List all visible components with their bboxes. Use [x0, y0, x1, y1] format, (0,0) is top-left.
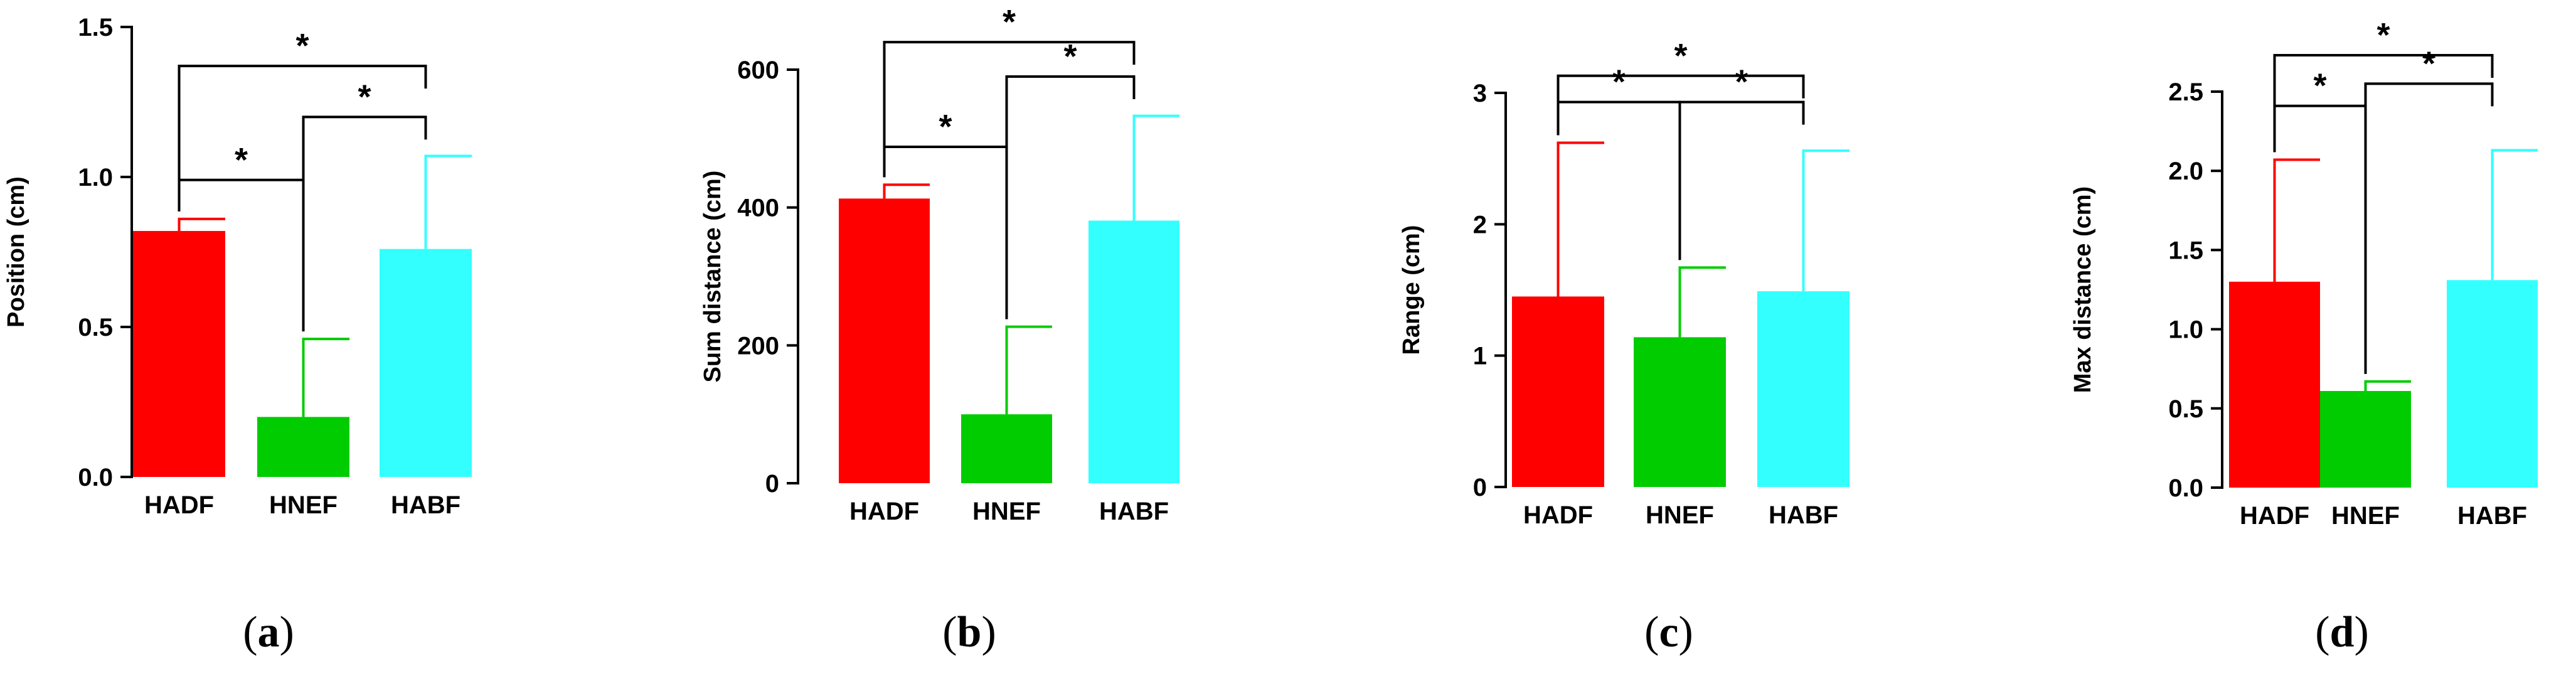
significance-bracket [2273, 53, 2494, 152]
y-tick-label: 600 [737, 56, 779, 84]
y-tick-label: 1.0 [2168, 316, 2203, 344]
y-tick-label: 2 [1473, 211, 1487, 238]
x-category-label: HABF [1099, 498, 1169, 525]
significance-bracket [883, 146, 1008, 178]
significance-star: * [1612, 63, 1626, 101]
x-category-label: HNEF [1646, 501, 1714, 529]
x-category-label: HADF [1523, 501, 1593, 529]
significance-star: * [1674, 37, 1687, 75]
x-category-label: HNEF [972, 498, 1041, 525]
bar-hadf [2229, 281, 2320, 488]
x-category-label: HNEF [2331, 502, 2400, 530]
significance-star: * [939, 108, 952, 146]
significance-bracket [1557, 100, 1681, 136]
y-tick-label: 1.5 [78, 14, 113, 41]
y-tick-label: 400 [737, 195, 779, 222]
significance-star: * [235, 141, 248, 179]
chart-panel-a: 0.0 0.5 1.0 1.5 HADF HNEF HABF Position (cm) * * *… [3, 14, 472, 656]
y-tick-label: 0 [1473, 474, 1487, 501]
significance-bracket [1678, 100, 1805, 260]
panel-caption: (d) [2315, 608, 2369, 656]
bar-hnef [2320, 391, 2411, 488]
y-tick-label: 3 [1473, 80, 1487, 107]
x-category-label: HABF [391, 491, 460, 519]
significance-bracket [2273, 104, 2367, 152]
y-tick-label: 1.0 [78, 164, 113, 191]
significance-bracket [302, 115, 427, 332]
y-tick-label: 0.5 [78, 314, 113, 341]
significance-star: * [2422, 45, 2435, 82]
significance-star: * [2376, 16, 2390, 54]
bar-hadf [133, 231, 225, 477]
significance-bracket [178, 65, 427, 211]
bar-habf [1088, 220, 1179, 483]
x-category-label: HADF [849, 498, 919, 525]
chart-panel-d: 0.0 0.5 1.0 1.5 2.0 2.5 HADF HNEF HABF Max distan… [2070, 16, 2538, 656]
y-axis-title: Range (cm) [1398, 225, 1425, 355]
bar-hnef [1634, 337, 1726, 487]
x-category-label: HADF [144, 491, 214, 519]
y-tick-label: 0.0 [2168, 474, 2203, 502]
panel-caption: (b) [942, 608, 996, 656]
bar-habf [380, 249, 472, 477]
bar-hnef [961, 414, 1052, 483]
bar-hnef [257, 417, 349, 477]
significance-bracket [883, 41, 1136, 178]
panel-caption: (c) [1644, 608, 1693, 656]
bar-hadf [1512, 296, 1604, 487]
significance-bracket [178, 178, 305, 211]
y-tick-label: 2.0 [2168, 158, 2203, 185]
bar-habf [1757, 291, 1850, 487]
x-category-label: HABF [1769, 501, 1838, 529]
y-tick-label: 0.0 [78, 464, 113, 491]
y-axis-title: Sum distance (cm) [700, 171, 726, 383]
chart-panel-b: 0 200 400 600 HADF HNEF HABF Sum distance (cm) *… [700, 3, 1179, 656]
significance-star: * [358, 78, 371, 115]
y-tick-label: 2.5 [2168, 78, 2203, 106]
significance-star: * [2313, 67, 2326, 105]
significance-bracket [2364, 82, 2494, 374]
bar-habf [2447, 280, 2538, 488]
x-category-label: HNEF [269, 491, 338, 519]
x-category-label: HADF [2240, 502, 2309, 530]
y-axis-title: Max distance (cm) [2070, 186, 2096, 393]
significance-star: * [1003, 3, 1016, 41]
y-axis-title: Position (cm) [3, 176, 29, 328]
bar-hadf [839, 198, 930, 483]
y-tick-label: 1 [1473, 343, 1487, 370]
panel-caption: (a) [243, 608, 294, 656]
significance-bracket [1005, 75, 1136, 319]
significance-star: * [295, 27, 309, 65]
significance-star: * [1735, 63, 1748, 101]
chart-panel-c: 0 1 2 3 HADF HNEF HABF Range (cm) * * * (c) [1398, 37, 1850, 656]
x-category-label: HABF [2457, 502, 2527, 530]
y-tick-label: 0 [765, 470, 779, 498]
significance-star: * [1063, 38, 1077, 75]
y-tick-label: 1.5 [2168, 237, 2203, 264]
y-tick-label: 200 [737, 332, 779, 360]
y-tick-label: 0.5 [2168, 395, 2203, 423]
